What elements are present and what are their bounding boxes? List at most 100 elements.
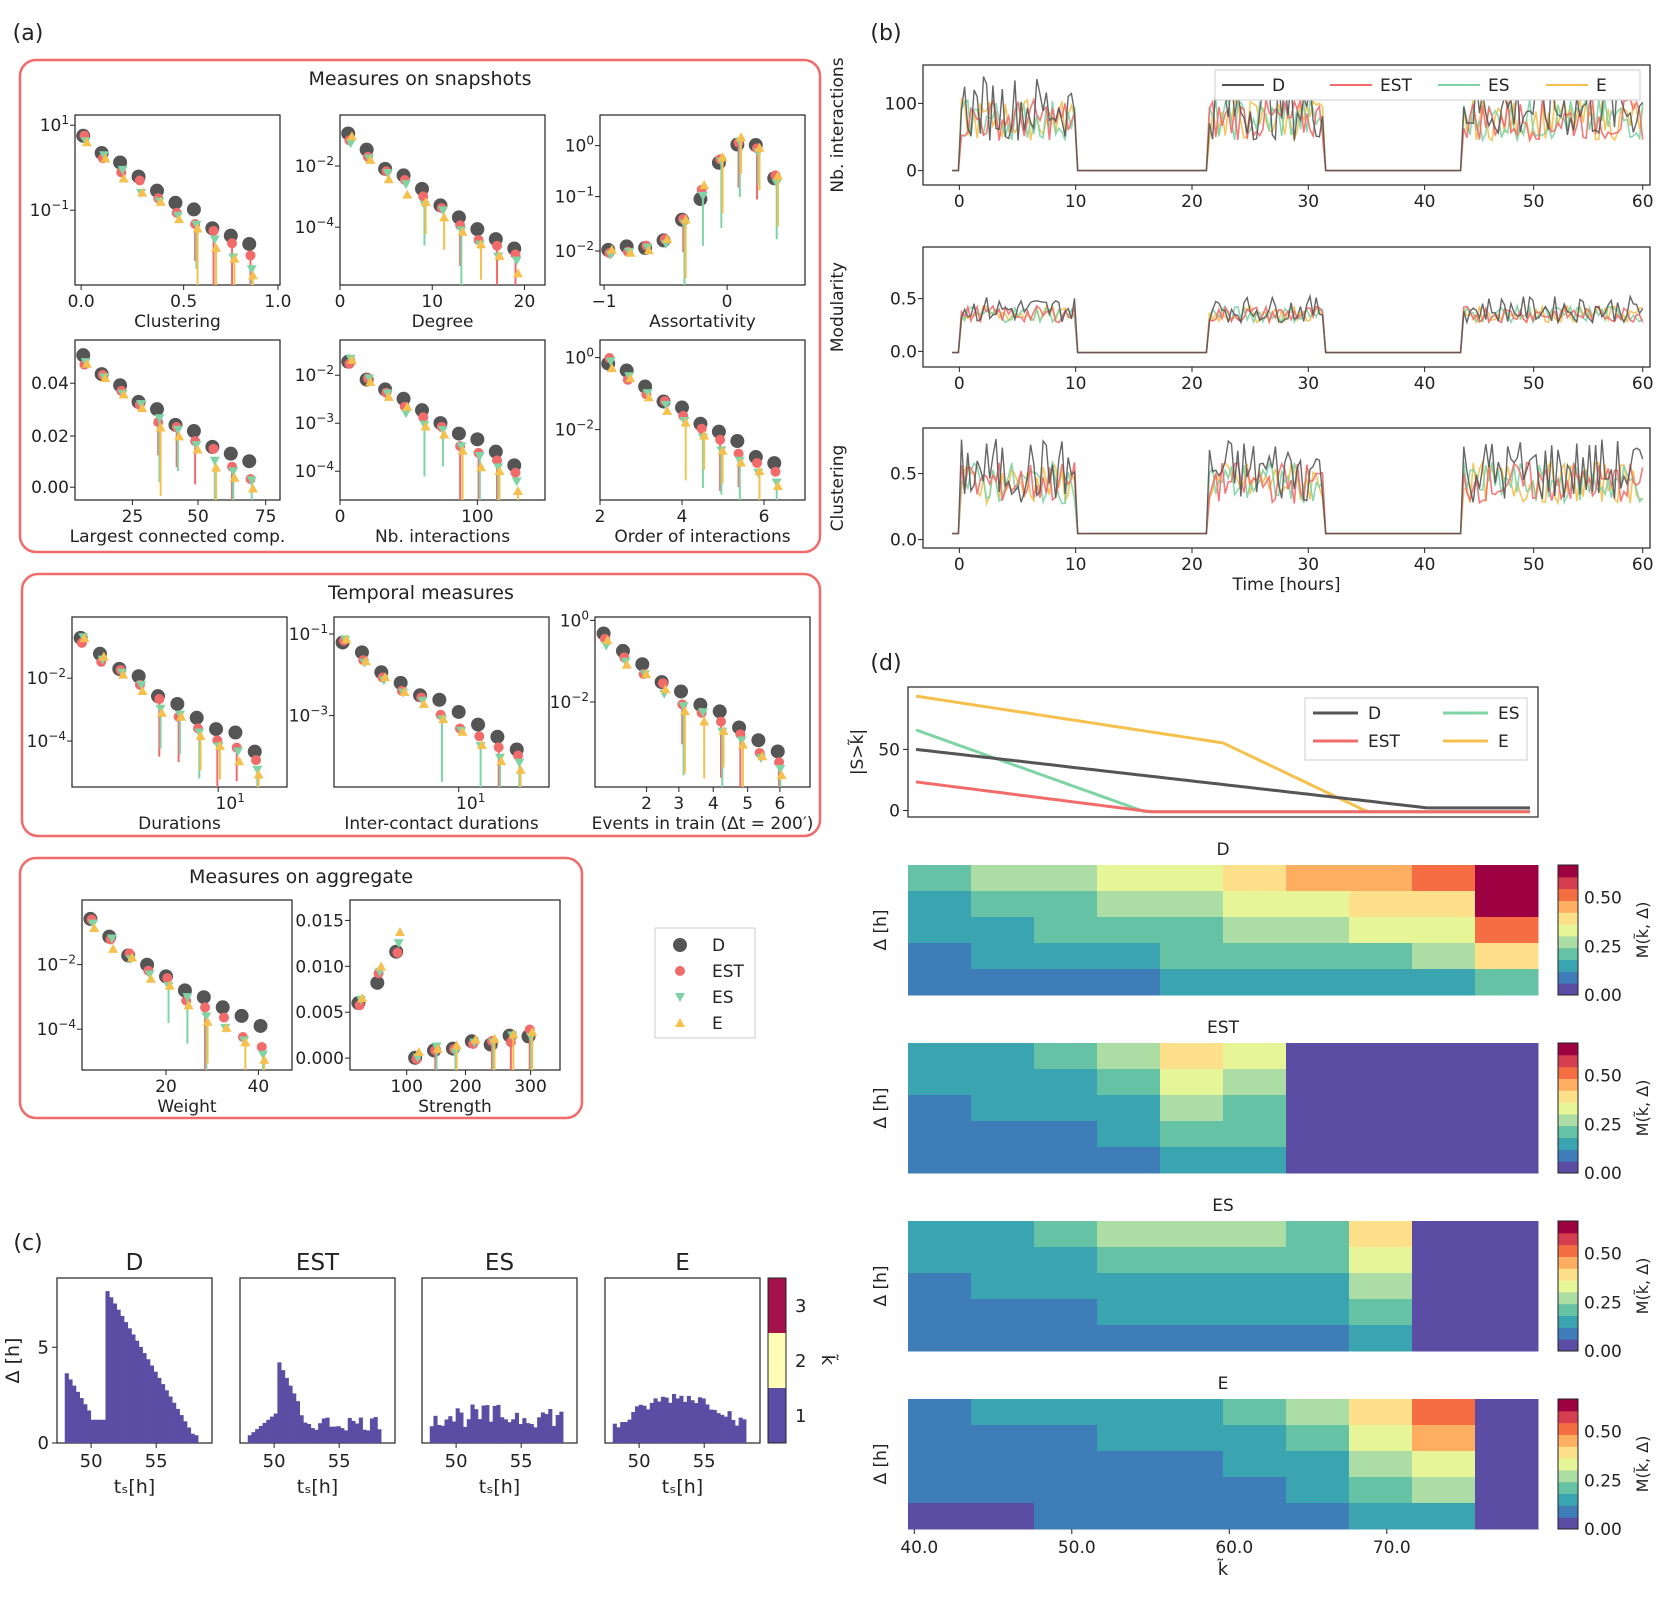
x-tick-label: 0.5 — [170, 292, 197, 312]
heat-cell — [1527, 1095, 1539, 1122]
y-axis-label: Δ [h] — [871, 1443, 891, 1484]
panel-label-b: (b) — [870, 21, 901, 46]
heat-cell — [1286, 1451, 1297, 1478]
heat-cell — [1202, 1325, 1213, 1352]
heat-cell — [1370, 1503, 1381, 1530]
heat-cell — [1128, 1273, 1140, 1300]
heat-cell — [1275, 1425, 1287, 1452]
heat-cell — [1097, 917, 1108, 944]
heat-cell — [1191, 969, 1203, 996]
heat-cell — [1454, 1503, 1465, 1530]
heat-cell — [1464, 891, 1476, 918]
heat-cell — [1359, 1451, 1371, 1478]
y-tick-label: 0.000 — [295, 1049, 344, 1069]
y-tick-label: 100 — [565, 346, 594, 369]
heat-cell — [1317, 1095, 1329, 1122]
heat-cell — [1076, 1477, 1087, 1504]
heat-cell — [1086, 1425, 1098, 1452]
heat-cell — [1496, 1451, 1507, 1478]
heat-cell — [1412, 865, 1423, 892]
heat-cell — [1149, 1477, 1161, 1504]
marker-E — [699, 716, 710, 726]
heat-cell — [971, 943, 982, 970]
heat-cell — [1128, 1425, 1140, 1452]
heat-cell — [1128, 1121, 1140, 1148]
marker-ES — [393, 939, 404, 949]
marker-E — [126, 952, 137, 962]
y-tick-label: 0.005 — [295, 1003, 344, 1023]
heat-cell — [1422, 1121, 1434, 1148]
heat-cell — [1086, 1069, 1098, 1096]
heat-cell — [1286, 1043, 1297, 1070]
bar — [153, 1371, 158, 1443]
heat-cell — [1275, 1451, 1287, 1478]
heat-cell — [1485, 1325, 1497, 1352]
colorbar-cell — [1558, 1422, 1578, 1435]
heat-cell — [1286, 1095, 1297, 1122]
heat-cell — [1506, 1503, 1518, 1530]
heat-cell — [1055, 1043, 1066, 1070]
heat-cell — [971, 865, 982, 892]
heat-cell — [1464, 1451, 1476, 1478]
heat-cell — [908, 1477, 919, 1504]
chart-a7: Durations — [67, 616, 288, 834]
heat-cell — [1013, 917, 1024, 944]
heat-cell — [1401, 969, 1413, 996]
bar — [742, 1419, 747, 1443]
heat-cell — [1286, 865, 1297, 892]
colorbar-cell — [1558, 1446, 1578, 1459]
heat-cell — [1275, 1325, 1287, 1352]
marker-E — [234, 756, 245, 766]
marker-D — [674, 684, 688, 699]
heat-cell — [918, 1147, 930, 1174]
marker-E — [100, 153, 111, 163]
heat-cell — [1149, 1247, 1161, 1274]
heat-cell — [1191, 1147, 1203, 1174]
colorbar-segment-1 — [768, 1388, 786, 1443]
heat-cell — [1244, 1221, 1255, 1248]
bar — [731, 1419, 736, 1443]
heat-cell — [1254, 943, 1266, 970]
heat-cell — [1317, 1247, 1329, 1274]
y-tick-label: 10−1 — [289, 622, 328, 645]
heat-cell — [1055, 1147, 1066, 1174]
heat-cell — [1233, 969, 1245, 996]
heat-cell — [1212, 943, 1224, 970]
heat-cell — [1317, 1147, 1329, 1174]
heat-cell — [1422, 1299, 1434, 1326]
heat-cell — [1002, 1095, 1014, 1122]
marker-ES — [172, 425, 183, 435]
x-tick-label: −1 — [592, 292, 617, 312]
heat-cell — [1223, 917, 1234, 944]
heat-cell — [1128, 917, 1140, 944]
heat-cell — [1422, 1273, 1434, 1300]
heat-cell — [1212, 865, 1224, 892]
heat-cell — [1454, 943, 1465, 970]
heat-cell — [1244, 1147, 1255, 1174]
heat-cell — [950, 1147, 961, 1174]
x-tick-label: 10 — [1065, 374, 1087, 394]
marker-E — [413, 1046, 424, 1056]
marker-E — [81, 137, 92, 147]
heat-cell — [1464, 1299, 1476, 1326]
heat-cell — [1349, 1399, 1360, 1426]
x-axis-label: Events in train (Δt = 200′) — [592, 814, 814, 834]
heat-cell — [1065, 1069, 1077, 1096]
heat-cell — [1223, 1399, 1234, 1426]
y-tick-label: 0.02 — [31, 427, 69, 447]
axes-frame — [599, 114, 806, 286]
heat-cell — [1181, 1299, 1192, 1326]
heat-cell — [1086, 917, 1098, 944]
heat-cell — [1359, 1425, 1371, 1452]
heat-cell — [939, 865, 951, 892]
subplot-title: D — [126, 1250, 144, 1276]
heat-cell — [1055, 865, 1066, 892]
heat-cell — [1107, 1399, 1119, 1426]
heat-cell — [1401, 1299, 1413, 1326]
heat-cell — [960, 1095, 972, 1122]
heat-cell — [939, 1299, 951, 1326]
heat-cell — [1506, 1221, 1518, 1248]
marker-E — [137, 686, 148, 696]
